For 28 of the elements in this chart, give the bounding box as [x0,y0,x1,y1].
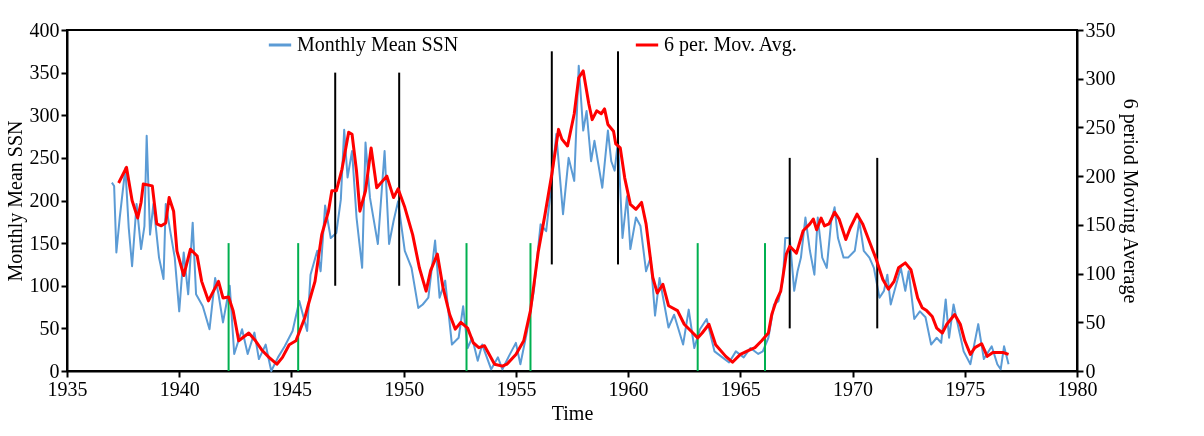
y2-tick-label: 350 [1085,18,1116,41]
x-tick-label: 1945 [271,377,312,400]
y2-axis-title: 6 period Moving Average [1118,98,1142,304]
y2-tick-label: 150 [1085,213,1116,236]
x-tick-label: 1940 [159,377,200,400]
x-tick-label: 1960 [608,377,649,400]
x-tick-label: 1955 [496,377,537,400]
y2-tick-label: 200 [1085,164,1116,187]
y2-tick-label: 100 [1085,262,1116,285]
y-tick-label: 350 [29,61,60,84]
x-tick-label: 1975 [945,377,986,400]
legend-label: Monthly Mean SSN [297,33,459,56]
x-tick-label: 1970 [833,377,874,400]
x-tick-label: 1950 [384,377,425,400]
y-tick-label: 150 [29,231,60,254]
y-tick-label: 400 [29,18,60,41]
y-tick-label: 100 [29,274,60,297]
y-tick-label: 250 [29,146,60,169]
y-tick-label: 300 [29,103,60,126]
legend-label: 6 per. Mov. Avg. [664,33,797,56]
y2-tick-label: 300 [1085,67,1116,90]
y-axis-title: Monthly Mean SSN [3,120,27,282]
y2-tick-label: 250 [1085,115,1116,138]
y2-tick-label: 50 [1085,310,1106,333]
y-tick-label: 50 [39,316,60,339]
x-tick-label: 1965 [720,377,761,400]
x-axis-title: Time [551,401,594,424]
y-tick-label: 200 [29,189,60,211]
